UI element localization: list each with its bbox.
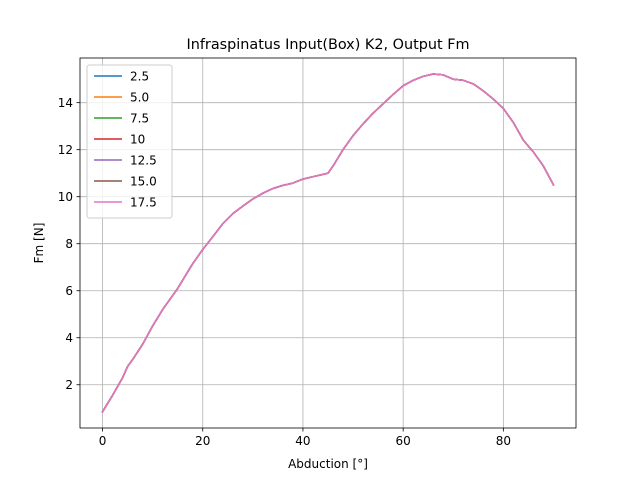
y-tick-label: 6 bbox=[65, 284, 73, 298]
x-tick-label: 40 bbox=[295, 434, 310, 448]
axis-ticks: 0 20 40 60 80 2 4 6 8 10 12 14 bbox=[58, 96, 511, 448]
legend-label: 15.0 bbox=[130, 174, 157, 188]
y-tick-label: 10 bbox=[58, 190, 73, 204]
y-tick-label: 12 bbox=[58, 143, 73, 157]
legend-label: 7.5 bbox=[130, 111, 149, 125]
x-tick-label: 60 bbox=[396, 434, 411, 448]
x-axis-label: Abduction [°] bbox=[288, 457, 368, 471]
legend-label: 5.0 bbox=[130, 90, 149, 104]
y-tick-label: 14 bbox=[58, 96, 73, 110]
series-lines bbox=[101, 73, 555, 413]
series-line bbox=[101, 73, 555, 413]
legend-label: 10 bbox=[130, 132, 145, 146]
x-tick-label: 20 bbox=[195, 434, 210, 448]
legend-label: 2.5 bbox=[130, 69, 149, 83]
plot-frame bbox=[79, 57, 577, 429]
legend: 2.5 5.0 7.5 10 12.5 15.0 17.5 bbox=[86, 64, 173, 219]
chart-title: Infraspinatus Input(Box) K2, Output Fm bbox=[187, 37, 470, 53]
x-tick-label: 80 bbox=[496, 434, 511, 448]
y-axis-label: Fm [N] bbox=[32, 223, 46, 264]
y-tick-label: 2 bbox=[65, 378, 73, 392]
y-tick-label: 8 bbox=[65, 237, 73, 251]
y-tick-label: 4 bbox=[65, 331, 73, 345]
legend-label: 12.5 bbox=[130, 153, 157, 167]
grid bbox=[80, 58, 576, 428]
legend-box bbox=[86, 64, 173, 219]
x-tick-label: 0 bbox=[99, 434, 107, 448]
legend-label: 17.5 bbox=[130, 195, 157, 209]
